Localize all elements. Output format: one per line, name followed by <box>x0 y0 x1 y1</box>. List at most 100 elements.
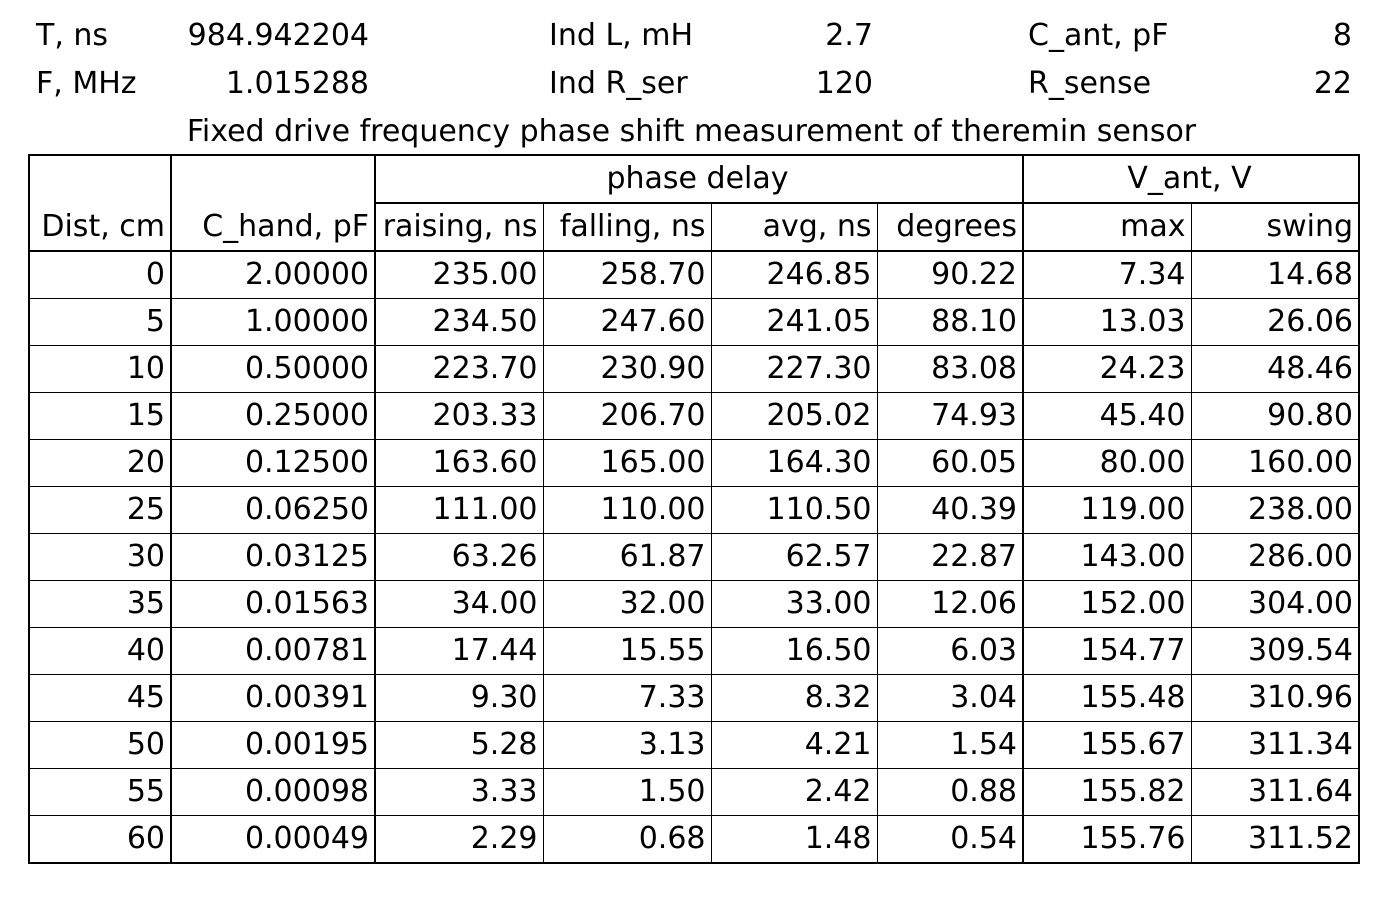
distance-cell: 30 <box>28 533 172 581</box>
hand-capacitance-cell: 0.01563 <box>170 580 376 628</box>
average-cell: 1.48 <box>710 815 878 864</box>
hand-capacitance-cell: 2.00000 <box>170 250 376 299</box>
raising-cell: 203.33 <box>374 392 544 440</box>
hand-capacitance-cell: 0.00049 <box>170 815 376 864</box>
column-header-row: Dist, cm C_hand, pF raising, ns falling,… <box>29 203 1359 252</box>
average-cell: 110.50 <box>710 486 878 534</box>
table-title: Fixed drive frequency phase shift measur… <box>186 114 1197 149</box>
hand-capacitance-cell: 0.50000 <box>170 345 376 393</box>
raising-cell: 34.00 <box>374 580 544 628</box>
degrees-cell: 40.39 <box>876 486 1024 534</box>
column-header-raising: raising, ns <box>374 203 543 252</box>
raising-cell: 223.70 <box>374 345 544 393</box>
table-row: 30 0.03125 63.26 61.87 62.57 22.87 143.00 286.0… <box>28 533 1360 581</box>
column-header-falling: falling, ns <box>542 203 711 252</box>
average-cell: 164.30 <box>710 439 878 487</box>
sense-resistor-value: 22 <box>1313 66 1352 101</box>
swing-voltage-cell: 311.52 <box>1190 815 1360 864</box>
column-header-swing: swing <box>1190 203 1359 252</box>
swing-voltage-cell: 304.00 <box>1190 580 1360 628</box>
falling-cell: 32.00 <box>542 580 712 628</box>
max-voltage-cell: 152.00 <box>1022 580 1192 628</box>
distance-cell: 15 <box>28 392 172 440</box>
period-label: T, ns <box>36 18 109 53</box>
max-voltage-cell: 154.77 <box>1022 627 1192 675</box>
degrees-cell: 74.93 <box>876 392 1024 440</box>
average-cell: 62.57 <box>710 533 878 581</box>
distance-cell: 20 <box>28 439 172 487</box>
raising-cell: 3.33 <box>374 768 544 816</box>
falling-cell: 7.33 <box>542 674 712 722</box>
degrees-cell: 3.04 <box>876 674 1024 722</box>
average-cell: 33.00 <box>710 580 878 628</box>
raising-cell: 111.00 <box>374 486 544 534</box>
falling-cell: 61.87 <box>542 533 712 581</box>
max-voltage-cell: 143.00 <box>1022 533 1192 581</box>
swing-voltage-cell: 310.96 <box>1190 674 1360 722</box>
degrees-cell: 1.54 <box>876 721 1024 769</box>
swing-voltage-cell: 26.06 <box>1190 298 1360 346</box>
column-header-degrees: degrees <box>876 203 1023 252</box>
raising-cell: 9.30 <box>374 674 544 722</box>
falling-cell: 1.50 <box>542 768 712 816</box>
average-cell: 2.42 <box>710 768 878 816</box>
antenna-capacitance-value: 8 <box>1332 18 1352 53</box>
raising-cell: 234.50 <box>374 298 544 346</box>
distance-cell: 25 <box>28 486 172 534</box>
header-blank <box>29 155 171 203</box>
max-voltage-cell: 80.00 <box>1022 439 1192 487</box>
column-header-distance: Dist, cm <box>29 203 171 252</box>
average-cell: 246.85 <box>710 250 878 299</box>
table-row: 15 0.25000 203.33 206.70 205.02 74.93 45.40 90.… <box>28 392 1360 440</box>
swing-voltage-cell: 311.64 <box>1190 768 1360 816</box>
table-row: 40 0.00781 17.44 15.55 16.50 6.03 154.77 309.54 <box>28 627 1360 675</box>
hand-capacitance-cell: 0.06250 <box>170 486 376 534</box>
group-header-row: phase delay V_ant, V <box>29 155 1359 204</box>
column-header-average: avg, ns <box>710 203 877 252</box>
swing-voltage-cell: 238.00 <box>1190 486 1360 534</box>
table-row: 5 1.00000 234.50 247.60 241.05 88.10 13.03 26.0… <box>28 298 1360 346</box>
antenna-voltage-group-header: V_ant, V <box>1022 155 1359 204</box>
table-row: 45 0.00391 9.30 7.33 8.32 3.04 155.48 310.96 <box>28 674 1360 722</box>
falling-cell: 165.00 <box>542 439 712 487</box>
distance-cell: 35 <box>28 580 172 628</box>
falling-cell: 110.00 <box>542 486 712 534</box>
phase-delay-group-header: phase delay <box>374 155 1023 204</box>
hand-capacitance-cell: 1.00000 <box>170 298 376 346</box>
inductor-resistance-label: Ind R_ser <box>549 66 688 101</box>
max-voltage-cell: 7.34 <box>1022 250 1192 299</box>
table-row: 25 0.06250 111.00 110.00 110.50 40.39 119.00 23… <box>28 486 1360 534</box>
distance-cell: 10 <box>28 345 172 393</box>
measurement-table: phase delay V_ant, V Dist, cm C_hand, pF… <box>28 154 1360 864</box>
max-voltage-cell: 119.00 <box>1022 486 1192 534</box>
sense-resistor-label: R_sense <box>1028 66 1152 101</box>
frequency-value: 1.015288 <box>225 66 369 101</box>
table-row: 0 2.00000 235.00 258.70 246.85 90.22 7.34 14.68 <box>28 250 1360 299</box>
degrees-cell: 88.10 <box>876 298 1024 346</box>
raising-cell: 235.00 <box>374 250 544 299</box>
swing-voltage-cell: 14.68 <box>1190 250 1360 299</box>
raising-cell: 163.60 <box>374 439 544 487</box>
raising-cell: 5.28 <box>374 721 544 769</box>
degrees-cell: 83.08 <box>876 345 1024 393</box>
average-cell: 16.50 <box>710 627 878 675</box>
table-row: 55 0.00098 3.33 1.50 2.42 0.88 155.82 311.64 <box>28 768 1360 816</box>
degrees-cell: 12.06 <box>876 580 1024 628</box>
max-voltage-cell: 24.23 <box>1022 345 1192 393</box>
swing-voltage-cell: 286.00 <box>1190 533 1360 581</box>
column-header-max: max <box>1022 203 1191 252</box>
distance-cell: 40 <box>28 627 172 675</box>
average-cell: 8.32 <box>710 674 878 722</box>
period-value: 984.942204 <box>187 18 369 53</box>
average-cell: 205.02 <box>710 392 878 440</box>
distance-cell: 45 <box>28 674 172 722</box>
swing-voltage-cell: 309.54 <box>1190 627 1360 675</box>
falling-cell: 247.60 <box>542 298 712 346</box>
swing-voltage-cell: 90.80 <box>1190 392 1360 440</box>
falling-cell: 258.70 <box>542 250 712 299</box>
table-row: 35 0.01563 34.00 32.00 33.00 12.06 152.00 304.0… <box>28 580 1360 628</box>
max-voltage-cell: 45.40 <box>1022 392 1192 440</box>
hand-capacitance-cell: 0.25000 <box>170 392 376 440</box>
hand-capacitance-cell: 0.12500 <box>170 439 376 487</box>
degrees-cell: 0.88 <box>876 768 1024 816</box>
